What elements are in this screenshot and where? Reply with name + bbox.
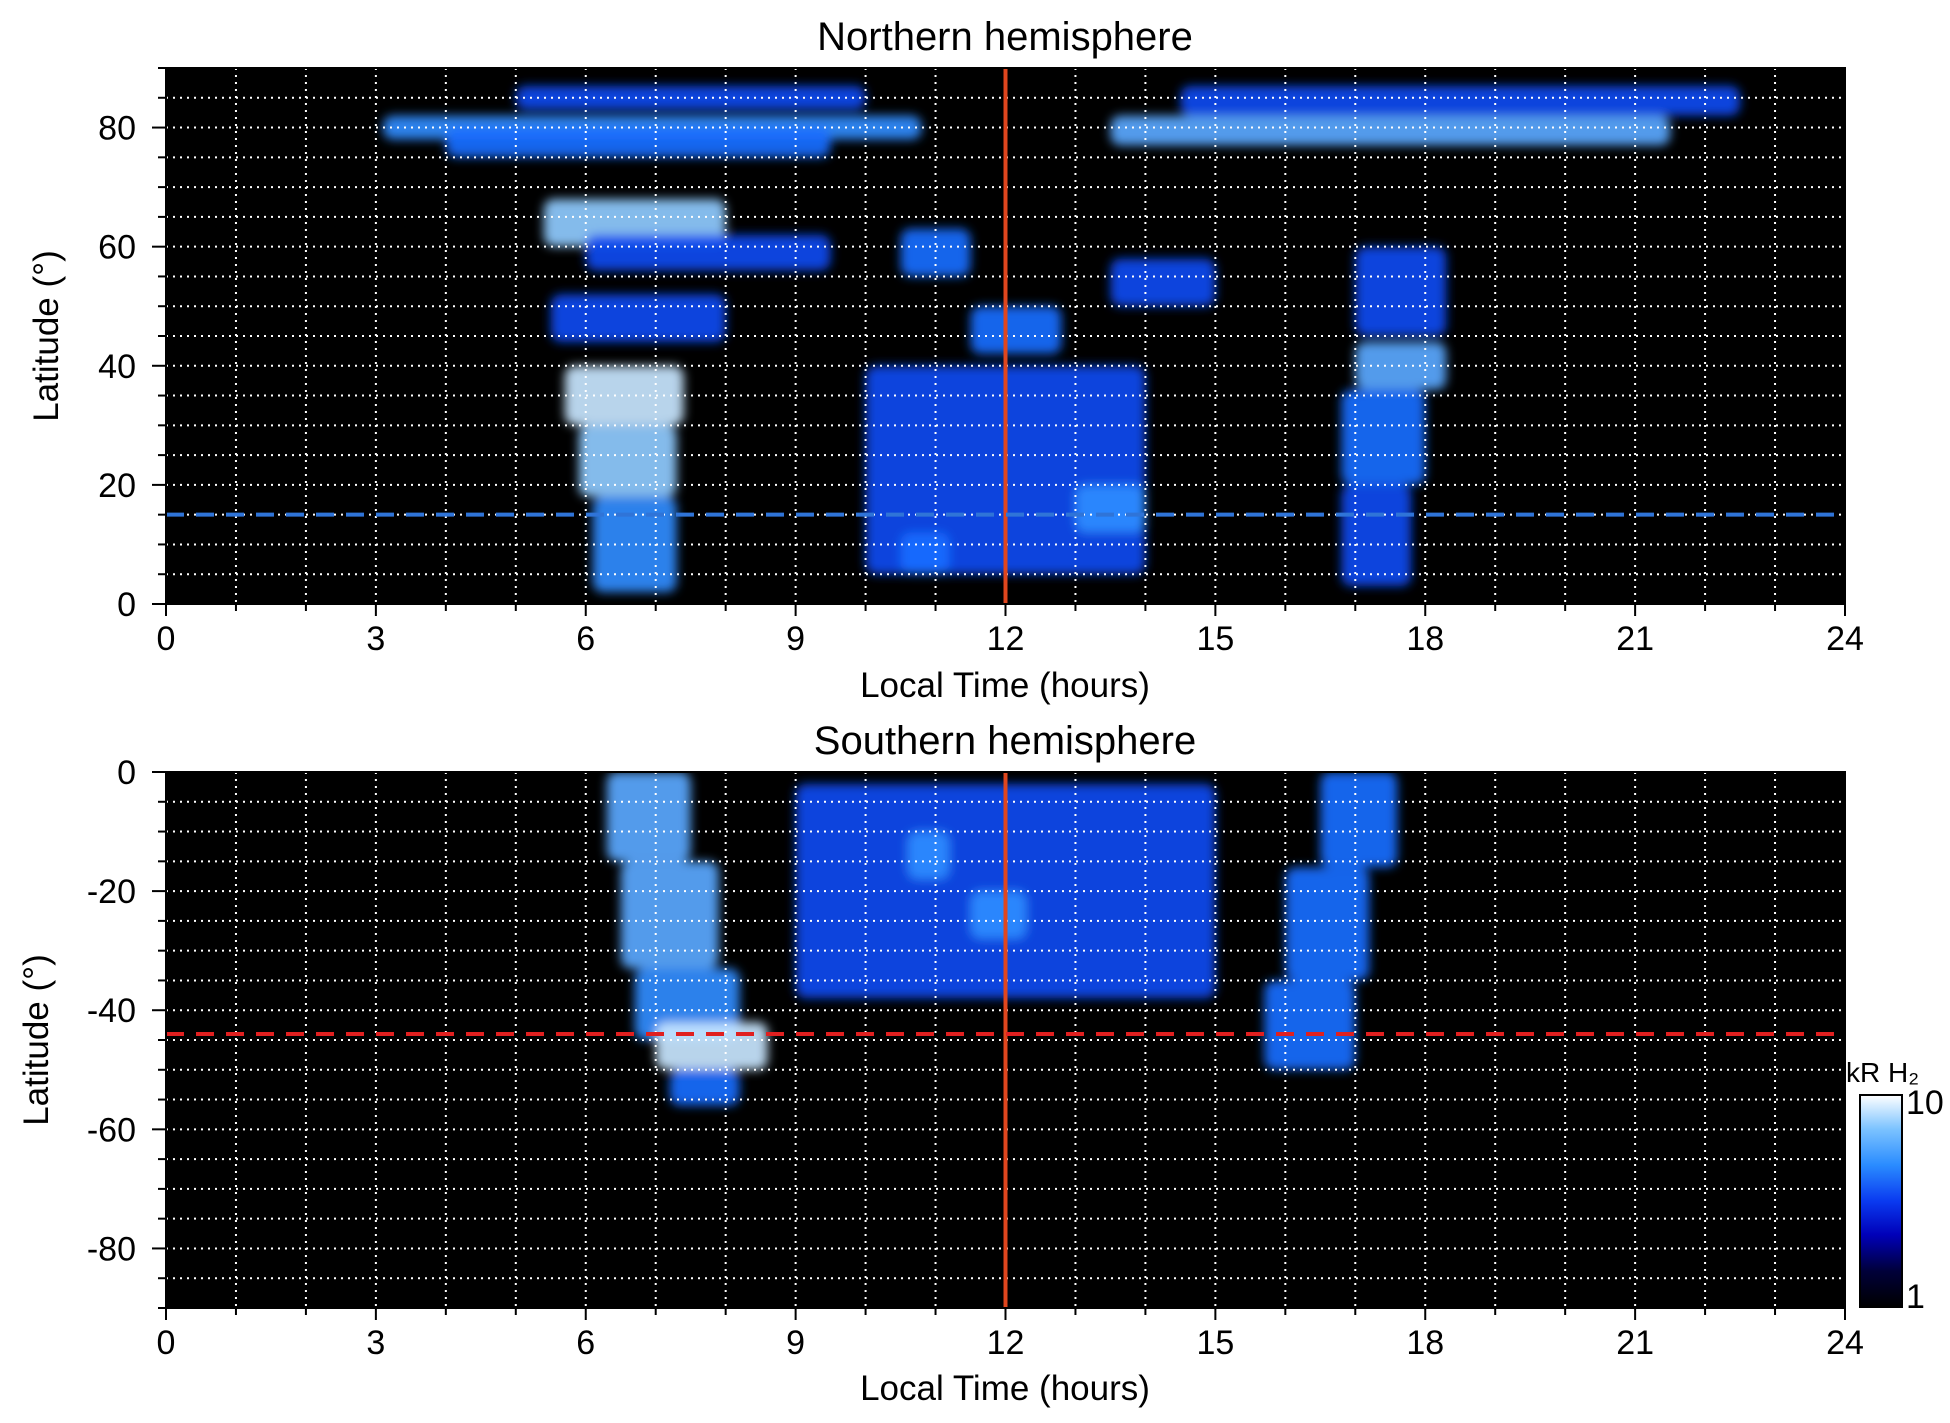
north-x-tick-label: 15 — [1196, 620, 1234, 658]
north-y-tick-label: 0 — [117, 586, 136, 624]
colorbar-min-label: 1 — [1906, 1278, 1925, 1316]
north-emission-region — [1355, 341, 1447, 390]
south-emission-region — [970, 891, 1027, 939]
south-emission-region — [669, 1069, 740, 1106]
colorbar-label: kR H₂ — [1846, 1057, 1919, 1088]
north-emission-region — [564, 365, 684, 426]
south-y-tick-label: 0 — [117, 754, 136, 792]
south-emission-region — [634, 968, 740, 1040]
north-emission-region — [1341, 484, 1412, 587]
north-x-tick-label: 18 — [1406, 620, 1444, 658]
south-emission-region — [1264, 980, 1356, 1070]
north-emission-region — [900, 228, 971, 277]
north-emission-region — [592, 496, 677, 593]
north-emission-region — [1075, 484, 1146, 533]
north-emission-region — [550, 294, 726, 342]
colorbar: kR H₂ 10 1 — [1846, 1057, 1944, 1316]
south-ylabel: Latitude (°) — [17, 954, 56, 1126]
south-y-tick-label: -60 — [87, 1111, 136, 1149]
south-emission-region — [655, 1022, 768, 1070]
south-x-tick-label: 24 — [1826, 1324, 1864, 1362]
north-emission-region — [515, 85, 866, 110]
south-y-tick-label: -40 — [87, 992, 136, 1030]
south-y-tick-label: -80 — [87, 1230, 136, 1268]
south-reference-lines — [166, 772, 1845, 1308]
north-panel: Northern hemisphere 0 3 6 9 12 15 18 21 24 0 20 40 6… — [27, 15, 1864, 705]
south-emission-region — [606, 772, 691, 862]
north-emission-region — [578, 425, 677, 497]
north-x-tick-label: 6 — [576, 620, 595, 658]
north-ylabel: Latitude (°) — [27, 250, 66, 422]
south-title: Southern hemisphere — [814, 719, 1196, 763]
south-y-tick-label: -20 — [87, 873, 136, 911]
south-x-tick-label: 18 — [1406, 1324, 1444, 1362]
south-axes: 0 3 6 9 12 15 18 21 24 0 -20 -40 -60 -80 — [87, 754, 1864, 1362]
south-xlabel: Local Time (hours) — [860, 1369, 1150, 1408]
north-y-tick-label: 60 — [98, 229, 136, 267]
north-emission-regions — [382, 85, 1741, 593]
north-title: Northern hemisphere — [817, 15, 1193, 59]
south-x-tick-label: 21 — [1616, 1324, 1654, 1362]
north-axes: 0 3 6 9 12 15 18 21 24 0 20 40 60 80 — [98, 67, 1864, 658]
south-x-tick-label: 3 — [366, 1324, 385, 1362]
north-emission-region — [1355, 246, 1447, 336]
south-emission-regions — [606, 772, 1398, 1106]
north-emission-region — [1341, 389, 1426, 485]
north-xlabel: Local Time (hours) — [860, 666, 1150, 705]
colorbar-max-label: 10 — [1906, 1084, 1944, 1122]
south-x-tick-label: 9 — [786, 1324, 805, 1362]
north-x-tick-label: 9 — [786, 620, 805, 658]
north-y-tick-label: 40 — [98, 348, 136, 386]
north-emission-region — [1110, 115, 1671, 146]
north-y-tick-label: 20 — [98, 467, 136, 505]
south-emission-region — [620, 861, 719, 969]
north-x-tick-label: 12 — [987, 620, 1025, 658]
north-emission-region — [970, 306, 1062, 354]
north-reference-lines — [166, 68, 1845, 604]
north-y-tick-label: 80 — [98, 110, 136, 148]
north-x-tick-label: 24 — [1826, 620, 1864, 658]
north-x-tick-label: 3 — [366, 620, 385, 658]
south-x-tick-label: 0 — [157, 1324, 176, 1362]
north-x-tick-label: 21 — [1616, 620, 1654, 658]
north-emission-region — [1110, 258, 1216, 307]
north-emission-region — [445, 127, 831, 158]
south-emission-region — [1285, 867, 1370, 981]
north-emission-region — [1180, 85, 1741, 116]
south-x-tick-label: 15 — [1196, 1324, 1234, 1362]
south-x-tick-label: 6 — [576, 1324, 595, 1362]
north-grid — [166, 68, 1845, 604]
north-emission-region — [900, 532, 950, 575]
south-emission-region — [907, 831, 950, 880]
north-emission-region — [585, 234, 831, 271]
south-panel: Southern hemisphere 0 3 6 9 12 15 18 21 24 0 -20 -4… — [17, 719, 1864, 1408]
south-emission-region — [1320, 772, 1398, 868]
south-x-tick-label: 12 — [987, 1324, 1025, 1362]
north-x-tick-label: 0 — [157, 620, 176, 658]
colorbar-gradient — [1859, 1094, 1903, 1308]
